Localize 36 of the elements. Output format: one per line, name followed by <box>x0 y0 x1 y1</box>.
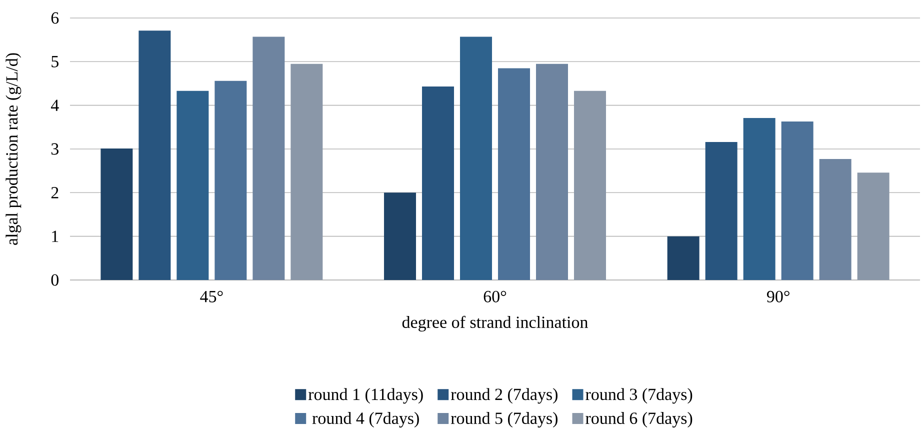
y-tick-label: 3 <box>51 143 58 155</box>
bar <box>100 148 133 280</box>
bar <box>460 36 492 280</box>
bar <box>705 142 738 280</box>
y-tick-label: 1 <box>52 230 58 242</box>
y-tick-label: 2 <box>51 187 58 198</box>
y-tick-label: 4 <box>50 100 59 111</box>
legend-label: round 1 (11days) <box>308 388 423 404</box>
bar <box>214 80 247 280</box>
bar <box>574 90 606 280</box>
bar <box>138 30 171 280</box>
bar <box>422 86 454 280</box>
bar <box>667 236 700 280</box>
bar <box>176 90 209 280</box>
bar <box>498 68 530 280</box>
bar <box>781 121 814 280</box>
legend-label: round 3 (7days) <box>586 388 692 404</box>
y-tick-label: 5 <box>52 56 58 68</box>
y-tick-label: 0 <box>51 274 59 286</box>
bar <box>857 172 890 280</box>
bar <box>743 118 776 280</box>
legend-label: round 4 (7days) <box>312 412 419 428</box>
bar <box>384 192 416 280</box>
bar <box>290 64 323 280</box>
x-axis-title: degree of strand inclination <box>402 316 588 332</box>
x-tick-label: 60° <box>484 290 506 302</box>
bar <box>252 36 285 280</box>
x-tick-label: 45° <box>200 290 223 302</box>
bar <box>819 159 852 280</box>
x-tick-label: 90° <box>766 290 790 302</box>
legend-label: round 6 (7days) <box>586 412 692 428</box>
y-axis-title: algal production rate (g/L/d) <box>6 53 22 245</box>
bar <box>536 64 568 280</box>
legend-label: round 5 (7days) <box>450 412 558 428</box>
y-tick-label: 6 <box>51 12 59 24</box>
legend-label: round 2 (7days) <box>450 388 558 404</box>
